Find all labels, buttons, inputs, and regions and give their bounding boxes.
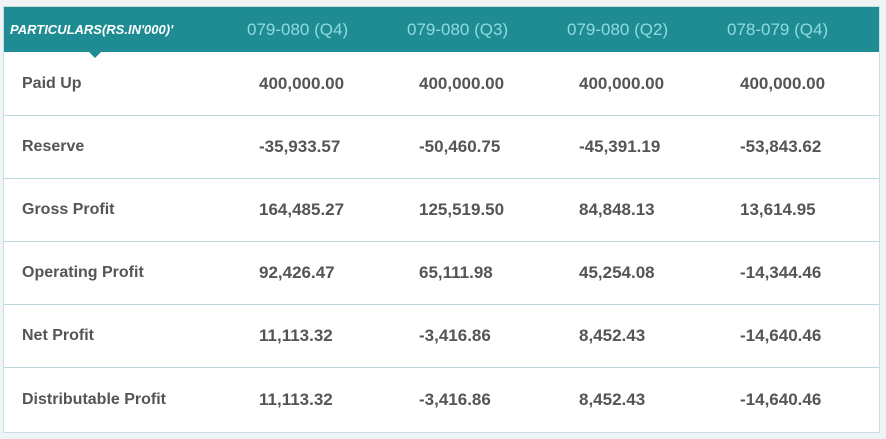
table-row: Net Profit 11,113.32 -3,416.86 8,452.43 …	[4, 305, 879, 368]
row-value: 45,254.08	[579, 263, 655, 282]
table-row: Reserve -35,933.57 -50,460.75 -45,391.19…	[4, 116, 879, 179]
row-value: -45,391.19	[579, 137, 661, 156]
row-label: Operating Profit	[22, 264, 144, 281]
table-row: Paid Up 400,000.00 400,000.00 400,000.00…	[4, 52, 879, 116]
row-value: -50,460.75	[419, 137, 501, 156]
row-label: Gross Profit	[22, 201, 115, 218]
row-value: 92,426.47	[259, 263, 335, 282]
row-value: -14,640.46	[740, 390, 822, 409]
row-value: -14,344.46	[740, 263, 822, 282]
table-row: Distributable Profit 11,113.32 -3,416.86…	[4, 368, 879, 432]
row-value: 8,452.43	[579, 326, 646, 345]
row-value: -3,416.86	[419, 390, 491, 409]
active-tab-pointer-icon	[88, 51, 102, 58]
row-value: -14,640.46	[740, 326, 822, 345]
row-value: 164,485.27	[259, 200, 345, 219]
table-row: Operating Profit 92,426.47 65,111.98 45,…	[4, 242, 879, 305]
header-column-3[interactable]: 079-080 (Q2)	[567, 19, 669, 39]
financial-table: PARTICULARS(RS.IN'000)' 079-080 (Q4) 079…	[3, 6, 880, 433]
header-column-1[interactable]: 079-080 (Q4)	[247, 19, 349, 39]
row-value: 65,111.98	[419, 263, 493, 282]
row-value: 11,113.32	[259, 326, 333, 345]
row-value: 400,000.00	[259, 73, 345, 93]
row-value: 11,113.32	[259, 390, 333, 409]
row-value: 400,000.00	[579, 73, 665, 93]
row-value: 8,452.43	[579, 390, 646, 409]
row-value: -35,933.57	[259, 137, 341, 156]
header-particulars[interactable]: PARTICULARS(RS.IN'000)'	[10, 22, 174, 37]
row-label: Reserve	[22, 138, 85, 155]
row-value: 84,848.13	[579, 200, 655, 219]
row-value: -3,416.86	[419, 326, 491, 345]
header-column-2[interactable]: 079-080 (Q3)	[407, 19, 509, 39]
row-label: Paid Up	[22, 74, 82, 92]
row-value: 13,614.95	[740, 200, 816, 219]
header-column-4[interactable]: 078-079 (Q4)	[727, 19, 829, 39]
row-value: -53,843.62	[740, 137, 822, 156]
row-label: Net Profit	[22, 327, 94, 344]
row-value: 400,000.00	[419, 73, 505, 93]
row-value: 125,519.50	[419, 200, 505, 219]
row-label: Distributable Profit	[22, 391, 167, 408]
table-header: PARTICULARS(RS.IN'000)' 079-080 (Q4) 079…	[4, 7, 879, 52]
row-value: 400,000.00	[740, 73, 826, 93]
table-row: Gross Profit 164,485.27 125,519.50 84,84…	[4, 179, 879, 242]
